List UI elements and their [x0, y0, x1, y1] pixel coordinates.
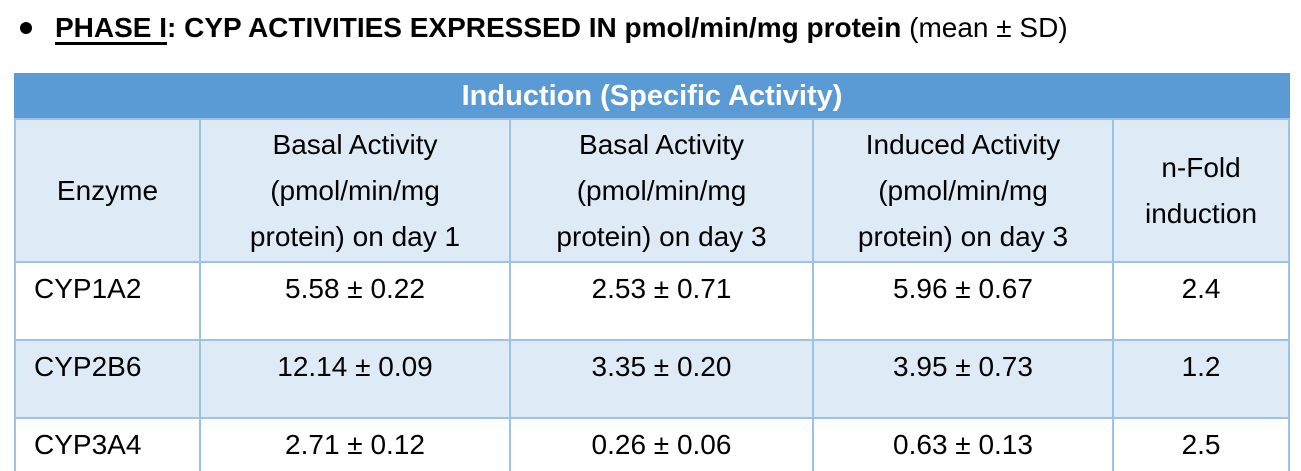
table-banner-row: Induction (Specific Activity)	[13, 73, 1291, 120]
cell-basal-day1: 5.58 ± 0.22	[199, 261, 511, 341]
table-header-row: Enzyme Basal Activity (pmol/min/mg prote…	[14, 118, 1291, 263]
cell-enzyme: CYP3A4	[14, 417, 201, 471]
cell-basal-day3: 3.35 ± 0.20	[509, 339, 814, 419]
column-header-induced-day3: Induced Activity (pmol/min/mg protein) o…	[812, 118, 1114, 263]
cell-induced-day3: 3.95 ± 0.73	[812, 339, 1114, 419]
cell-enzyme: CYP1A2	[14, 261, 201, 341]
page-title: PHASE I: CYP ACTIVITIES EXPRESSED IN pmo…	[20, 8, 1301, 48]
cell-nfold: 2.5	[1111, 417, 1291, 471]
cyp-activity-table: Induction (Specific Activity) Enzyme Bas…	[13, 73, 1291, 471]
table-banner: Induction (Specific Activity)	[13, 73, 1291, 120]
cell-nfold: 1.2	[1111, 339, 1291, 419]
column-header-nfold: n-Fold induction	[1111, 118, 1291, 263]
table-row: CYP3A4 2.71 ± 0.12 0.26 ± 0.06 0.63 ± 0.…	[14, 417, 1291, 471]
cell-induced-day3: 5.96 ± 0.67	[812, 261, 1114, 341]
column-header-basal-day1: Basal Activity (pmol/min/mg protein) on …	[199, 118, 511, 263]
table-row: CYP1A2 5.58 ± 0.22 2.53 ± 0.71 5.96 ± 0.…	[14, 261, 1291, 341]
title-suffix: (mean ± SD)	[901, 12, 1068, 43]
phase-label: PHASE I	[55, 12, 168, 43]
cell-basal-day3: 0.26 ± 0.06	[509, 417, 814, 471]
bullet-icon	[20, 22, 32, 34]
title-bold: CYP ACTIVITIES EXPRESSED IN pmol/min/mg …	[184, 12, 902, 43]
page-title-text: PHASE I: CYP ACTIVITIES EXPRESSED IN pmo…	[55, 8, 1068, 48]
cell-basal-day3: 2.53 ± 0.71	[509, 261, 814, 341]
table-row: CYP2B6 12.14 ± 0.09 3.35 ± 0.20 3.95 ± 0…	[14, 339, 1291, 419]
cell-basal-day1: 2.71 ± 0.12	[199, 417, 511, 471]
cell-enzyme: CYP2B6	[14, 339, 201, 419]
column-header-enzyme: Enzyme	[14, 118, 201, 263]
cell-nfold: 2.4	[1111, 261, 1291, 341]
cell-induced-day3: 0.63 ± 0.13	[812, 417, 1114, 471]
title-colon: :	[167, 12, 185, 43]
cell-basal-day1: 12.14 ± 0.09	[199, 339, 511, 419]
column-header-basal-day3: Basal Activity (pmol/min/mg protein) on …	[509, 118, 814, 263]
